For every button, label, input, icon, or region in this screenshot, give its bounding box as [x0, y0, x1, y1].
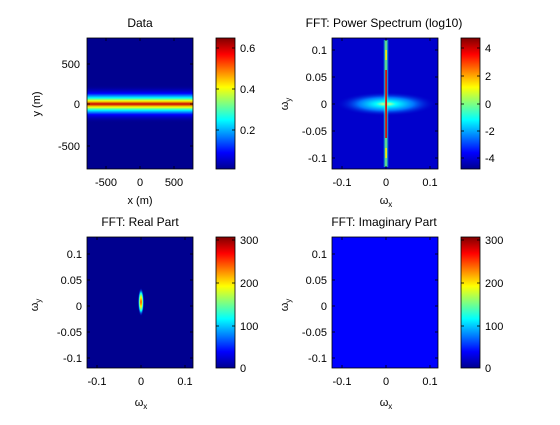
x-tick-label: 0: [383, 177, 389, 189]
y-tick-label: 0: [74, 99, 80, 111]
real-part-spike: [138, 288, 144, 316]
panel-title: FFT: Real Part: [101, 215, 179, 229]
y-tick-label: 0.05: [61, 275, 82, 287]
colorbar-tick-label: 0.2: [240, 125, 255, 137]
x-axis-label: ωx: [135, 397, 148, 411]
x-tick-label: -500: [95, 177, 117, 189]
axes-frame: [86, 236, 194, 369]
colorbar: [215, 236, 236, 369]
y-tick-label: 0: [321, 301, 327, 313]
colorbar-tick-label: 0: [485, 99, 491, 111]
x-axis-label: ωx: [380, 195, 393, 209]
x-axis-label: ωx: [380, 397, 393, 411]
y-axis-label: y (m): [31, 91, 43, 116]
colorbar-tick-label: 100: [240, 321, 258, 333]
spectrum-line-core: [385, 50, 387, 60]
colorbar: [460, 37, 481, 170]
panel-title: FFT: Power Spectrum (log10): [306, 16, 463, 30]
colorbar: [215, 37, 236, 170]
axis-ticks: [87, 237, 193, 368]
x-tick-label: 0: [383, 376, 389, 388]
colorbar-ticks: [216, 239, 235, 327]
colorbar-tick-label: 200: [240, 278, 258, 290]
y-tick-label: -0.1: [308, 353, 327, 365]
panel-power-spectrum: FFT: Power Spectrum (log10) -0.1 0 0.1 0…: [279, 16, 495, 209]
x-tick-label: 0: [137, 177, 143, 189]
colorbar-ticks: [461, 47, 480, 159]
colorbar-ticks: [461, 239, 480, 327]
panel-imaginary-part: FFT: Imaginary Part -0.1 0 0.1 0.1 0.05 …: [279, 215, 503, 411]
y-tick-label: 500: [62, 59, 80, 71]
colorbar-tick-label: 2: [485, 71, 491, 83]
colorbar-tick-label: 200: [485, 278, 503, 290]
y-tick-label: -0.1: [308, 153, 327, 165]
x-axis-label-text: ωx: [380, 195, 393, 209]
spectrum-line-core: [385, 148, 387, 158]
y-tick-label: -0.05: [302, 126, 327, 138]
y-tick-label: 0: [76, 301, 82, 313]
y-tick-label: 0.05: [306, 72, 327, 84]
x-tick-label: 0.1: [422, 177, 437, 189]
x-axis-label: x (m): [127, 195, 152, 207]
colorbar-tick-label: -4: [485, 153, 495, 165]
x-tick-label: -0.1: [333, 177, 352, 189]
axis-ticks: [87, 38, 193, 169]
axes-frame: [331, 37, 439, 170]
x-tick-label: 500: [165, 177, 183, 189]
y-tick-label: 0.1: [312, 249, 327, 261]
y-tick-label: 0.1: [67, 249, 82, 261]
panel-title: FFT: Imaginary Part: [331, 215, 437, 229]
colorbar-tick-label: 0.6: [240, 43, 255, 55]
heatmap-background: [332, 237, 438, 368]
colorbar-tick-label: 300: [240, 235, 258, 247]
panel-data: Data -500 0 500 500 0 -500 x (m) y (m) 0…: [31, 16, 255, 207]
x-tick-label: 0.1: [177, 376, 192, 388]
colorbar-tick-label: 0: [240, 363, 246, 375]
x-axis-label-text: ωx: [135, 397, 148, 411]
colorbar-tick-label: 100: [485, 321, 503, 333]
axis-ticks: [332, 237, 438, 368]
axes-frame: [331, 236, 439, 369]
y-tick-label: -0.05: [57, 327, 82, 339]
y-tick-label: 0.05: [306, 275, 327, 287]
y-axis-label: ωy: [29, 299, 43, 312]
colorbar-tick-label: 0.4: [240, 84, 255, 96]
panel-title: Data: [127, 16, 153, 30]
colorbar-ticks: [216, 47, 235, 131]
y-axis-label-text: ωy: [29, 299, 43, 312]
colorbar: [460, 236, 481, 369]
y-tick-label: -0.1: [63, 353, 82, 365]
x-axis-label-text: ωx: [380, 397, 393, 411]
x-tick-label: -0.1: [88, 376, 107, 388]
colorbar-tick-label: 4: [485, 43, 491, 55]
colorbar-tick-label: 300: [485, 235, 503, 247]
y-tick-label: 0: [321, 99, 327, 111]
colorbar-tick-label: 0: [485, 363, 491, 375]
y-axis-label-text: ωy: [279, 299, 293, 312]
x-tick-label: -0.1: [333, 376, 352, 388]
x-tick-label: 0: [138, 376, 144, 388]
spectrum-line-core: [385, 70, 387, 138]
data-band: [87, 85, 193, 123]
colorbar-tick-label: -2: [485, 126, 495, 138]
axis-ticks: [332, 38, 438, 169]
y-tick-label: 0.1: [312, 45, 327, 57]
y-axis-label: ωy: [279, 299, 293, 312]
x-tick-label: 0.1: [422, 376, 437, 388]
panel-real-part: FFT: Real Part -0.1 0 0.1 0.1 0.05 0 -0.…: [29, 215, 258, 411]
y-tick-label: -500: [58, 141, 80, 153]
y-axis-label: ωy: [279, 98, 293, 111]
y-tick-label: -0.05: [302, 327, 327, 339]
y-axis-label-text: ωy: [279, 98, 293, 111]
